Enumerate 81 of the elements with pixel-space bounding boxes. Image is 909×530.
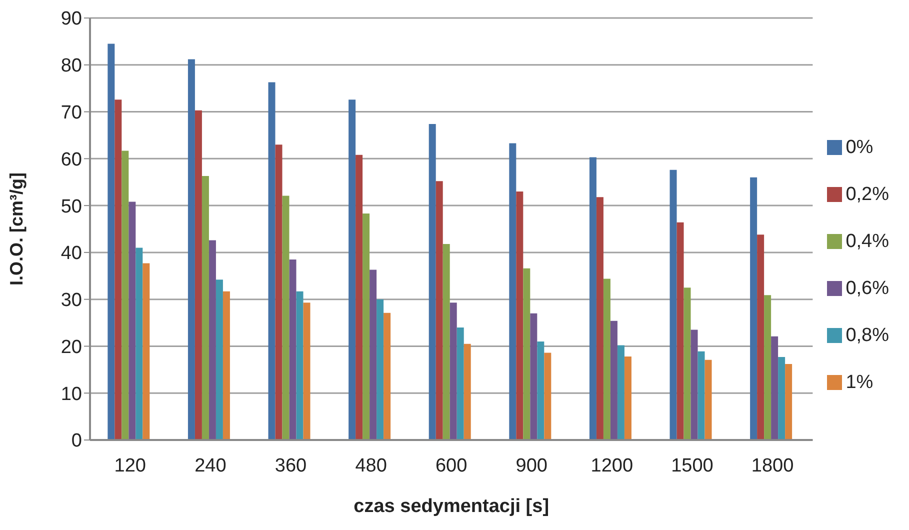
bar (603, 278, 610, 440)
bar (530, 313, 538, 440)
y-tick-label: 30 (60, 290, 82, 312)
bar (617, 345, 624, 440)
bar (356, 154, 363, 440)
x-tick-label: 120 (114, 455, 146, 476)
bar (698, 351, 705, 440)
bar (516, 191, 524, 440)
bar (690, 330, 698, 440)
bar (384, 312, 391, 440)
bar (376, 299, 384, 440)
bar (589, 157, 596, 440)
bar (282, 196, 290, 440)
bar (771, 336, 778, 440)
y-tick-label: 20 (60, 336, 82, 358)
legend-label: 0,4% (846, 231, 889, 252)
legend-label: 1% (846, 372, 874, 393)
bar (456, 327, 464, 440)
x-tick-label: 1800 (751, 455, 794, 476)
bar (450, 302, 457, 440)
y-axis-title: I.O.O. [cm³/g] (6, 172, 26, 286)
bar (624, 356, 632, 440)
y-tick-label: 0 (71, 430, 82, 452)
bar (596, 197, 604, 440)
bar (436, 181, 443, 440)
bar (757, 234, 764, 440)
y-tick-label: 90 (60, 8, 82, 30)
x-tick-label: 1500 (671, 455, 714, 476)
x-axis-title: czas sedymentacji [s] (354, 496, 550, 517)
bar (222, 291, 230, 440)
bar (136, 248, 143, 440)
bar (289, 259, 296, 440)
y-tick-label: 10 (60, 384, 82, 405)
bar (108, 44, 115, 440)
x-tick-label: 900 (516, 455, 548, 476)
y-tick-label: 80 (60, 56, 82, 77)
bar (750, 177, 758, 440)
bar (268, 82, 276, 440)
x-tick-label: 1200 (590, 455, 634, 476)
bar (202, 176, 209, 440)
bar (670, 170, 677, 440)
bar (509, 143, 516, 440)
bar (537, 342, 544, 440)
legend-label: 0,8% (846, 325, 889, 346)
bar (676, 222, 684, 440)
bar (704, 360, 712, 440)
bar (442, 244, 450, 440)
bar (296, 291, 304, 440)
y-tick-label: 40 (60, 243, 82, 264)
legend-label: 0,2% (846, 184, 889, 205)
bar (216, 280, 223, 440)
y-tick-label: 70 (60, 102, 82, 124)
bar (303, 302, 310, 440)
bar (523, 268, 530, 440)
bar (362, 214, 370, 440)
bar (370, 270, 377, 440)
bar (684, 288, 691, 440)
legend-label: 0,6% (846, 278, 889, 299)
x-tick-label: 480 (355, 455, 387, 476)
bar (114, 100, 122, 440)
bar (122, 150, 129, 440)
bar (348, 100, 356, 440)
x-tick-label: 600 (435, 455, 468, 476)
y-tick-label: 60 (60, 149, 82, 170)
bar (464, 344, 471, 440)
x-tick-label: 360 (274, 455, 307, 476)
bar (785, 364, 792, 440)
bar (428, 124, 436, 440)
bar (128, 202, 136, 440)
bar (275, 144, 282, 440)
bar (188, 59, 195, 440)
bar (778, 357, 786, 440)
y-tick-label: 50 (60, 196, 82, 218)
legend-label: 0% (846, 137, 874, 158)
bar (764, 295, 772, 440)
bar (142, 263, 150, 440)
bar (544, 352, 552, 440)
x-tick-label: 240 (194, 455, 226, 476)
bar (208, 240, 216, 440)
bar (610, 320, 618, 440)
bar (194, 110, 202, 440)
